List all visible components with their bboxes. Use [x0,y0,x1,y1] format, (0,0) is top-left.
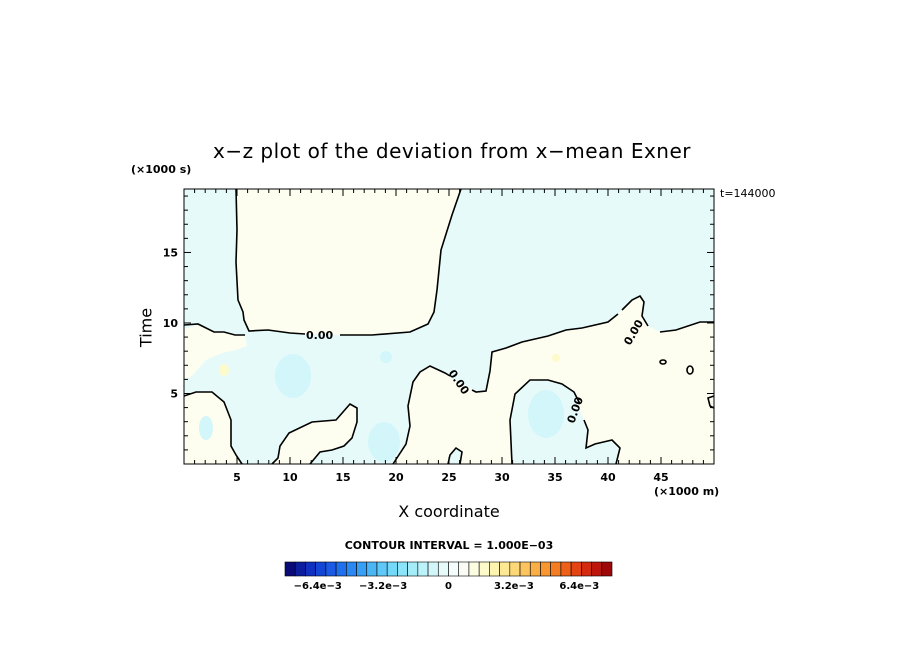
contour-interval-label: CONTOUR INTERVAL = 1.000E−03 [344,539,554,552]
contour-ring-2 [686,365,694,375]
field-fill [184,189,714,464]
colorbar-swatch [305,561,316,577]
x-axis-unit: (×1000 m) [654,485,720,498]
x-tick-label: 5 [233,471,241,484]
y-tick-label: 5 [170,387,178,400]
colorbar-tick-label: 0 [445,581,452,592]
colorbar-tick-label: −3.2e−3 [359,581,407,592]
x-tick-label: 40 [600,471,616,484]
colorbar-swatch [437,561,449,577]
time-stamp-label: t=144000 [720,187,776,200]
colorbar-swatch [427,561,439,577]
positive-region-top [236,189,461,335]
colorbar-swatch [570,561,582,577]
contour-line-top [235,188,462,336]
negative-blob-1 [275,354,311,398]
contour-ring-1 [659,359,667,365]
positive-region-mid [272,404,357,464]
colorbar-swatch [376,561,388,577]
colorbar-swatch [397,561,408,577]
colorbar-swatch [560,561,572,577]
x-tick-label: 30 [494,471,510,484]
colorbar-swatch [356,561,368,577]
colorbar-swatch [550,561,562,577]
positive-region-center [393,296,714,464]
colorbar-swatch [294,561,306,577]
x-tick-label: 15 [335,471,350,484]
x-tick-label: 25 [441,471,456,484]
colorbar-tick-label: 3.2e−3 [494,581,534,592]
x-tick-label: 35 [547,471,562,484]
colorbar-swatch [601,561,613,577]
colorbar-swatch [489,561,500,577]
contour-line-dome [509,379,621,465]
chart-title: x−z plot of the deviation from x−mean Ex… [212,139,691,163]
colorbar-swatch [325,561,337,577]
contour-label-1: 0.00 [306,329,333,342]
colorbar-swatch [468,561,480,577]
colorbar-swatch [346,561,357,577]
contour-line-bottom-left [183,391,243,465]
colorbar-swatch [529,561,541,577]
x-tick-label: 45 [653,471,668,484]
negative-blob-3 [528,390,564,438]
colorbar-swatch [519,561,531,577]
colorbar-swatch [499,561,511,577]
positive-blob-1 [219,364,229,376]
contour-line-left [183,323,245,336]
colorbar: −6.4e−3 −3.2e−3 0 3.2e−3 6.4e−3 [284,561,613,592]
colorbar-swatch [478,561,490,577]
colorbar-swatch [448,561,460,577]
negative-blob-2 [368,422,400,462]
colorbar-tick-label: −6.4e−3 [294,581,342,592]
colorbar-swatch [366,561,378,577]
positive-blob-2 [552,354,560,362]
x-axis-label: X coordinate [398,502,500,521]
contour-line-center [392,294,714,465]
colorbar-swatch [581,561,592,577]
colorbar-swatch [386,561,398,577]
contour-line-mid [271,402,358,465]
colorbar-swatch [284,561,296,577]
colorbar-swatch [591,561,603,577]
x-tick-label: 10 [282,471,298,484]
colorbar-swatch [540,561,551,577]
colorbar-swatch [335,561,347,577]
colorbar-swatch [509,561,521,577]
y-tick-label: 10 [163,317,179,330]
colorbar-swatch [417,561,429,577]
colorbar-tick-label: 6.4e−3 [559,581,599,592]
axis-ticks: 5 10 15 20 25 30 35 40 45 5 10 15 [163,189,714,484]
positive-region-bottom-2 [184,325,247,380]
colorbar-swatch [458,561,470,577]
colorbar-swatch [315,561,327,577]
contour-line-right-edge [707,395,715,409]
negative-blob-5 [380,351,392,363]
y-axis-unit: (×1000 s) [131,163,192,176]
negative-blob-4 [199,416,213,440]
colorbar-swatch [407,561,419,577]
y-tick-label: 15 [163,246,178,259]
x-tick-label: 20 [388,471,404,484]
